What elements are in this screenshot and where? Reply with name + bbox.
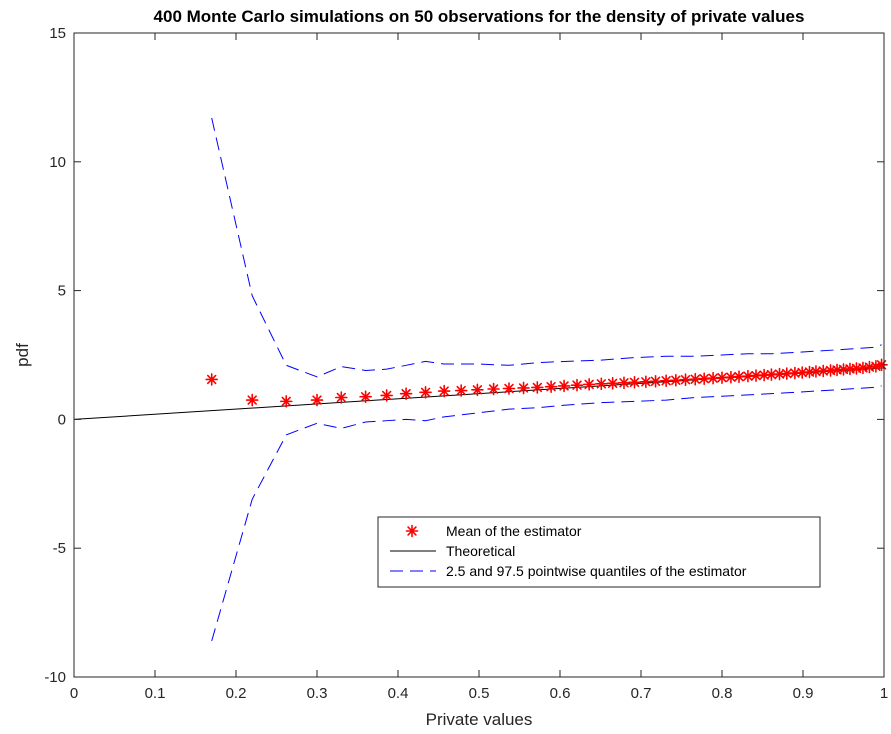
mean-estimator-point [606, 377, 619, 390]
upper-quantile-line [211, 117, 882, 378]
mean-estimator-point [732, 370, 746, 383]
legend-box [377, 516, 821, 588]
mean-estimator-point [471, 383, 484, 397]
mean-estimator-point [649, 374, 662, 388]
mean-estimator-point [795, 366, 809, 379]
axes: 0 0.1 0.2 0.3 0.4 0.5 0.6 0.7 0.8 0.9 1 -10 -5 0 5 10 15 [44, 25, 888, 702]
mean-estimator-point [310, 393, 324, 407]
mean-estimator-point [875, 358, 888, 372]
legend: Mean of the estimator Theoretical 2.5 and … [377, 516, 821, 588]
x-tick-label: 0.4 [388, 685, 409, 702]
mean-estimator-point [205, 373, 218, 386]
plot-area [73, 117, 888, 642]
mean-estimator-point [544, 380, 558, 393]
mean-estimator-point [399, 387, 413, 400]
chart-title: 400 Monte Carlo simulations on 50 observ… [154, 7, 805, 26]
mean-estimator-point [279, 395, 293, 408]
x-tick-label: 0.1 [145, 685, 166, 702]
y-axis-label: pdf [13, 343, 32, 367]
mean-estimator-point [517, 381, 530, 395]
x-tick-label: 0.2 [226, 685, 247, 702]
mean-estimator-point [706, 371, 720, 385]
x-tick-label: 0.9 [793, 685, 814, 702]
mean-estimator-point [659, 374, 673, 388]
mean-estimator-point [757, 368, 771, 382]
mean-estimator-point [437, 384, 451, 398]
x-tick-label: 0.7 [631, 685, 652, 702]
x-axis-label: Private values [426, 710, 533, 729]
y-tick-label: 5 [58, 283, 66, 300]
mean-estimator-point [557, 379, 571, 393]
mean-estimator-point [334, 391, 348, 404]
mean-estimator-point [487, 382, 500, 396]
mean-estimator-point [570, 378, 584, 392]
y-tick-label: 10 [49, 154, 66, 171]
x-tick-label: 0.5 [469, 685, 490, 702]
mean-estimator-point [617, 376, 631, 390]
mean-estimator-point [419, 386, 432, 399]
legend-entry-label: Theoretical [446, 543, 515, 559]
y-tick-label: -5 [53, 540, 66, 557]
mean-estimator-point [595, 377, 608, 391]
legend-entry-label: 2.5 and 97.5 pointwise quantiles of the … [446, 563, 747, 579]
mean-estimator-point [359, 390, 372, 404]
mean-estimator-point [454, 384, 468, 397]
mean-estimator-point [628, 376, 641, 389]
lower-quantile-line [211, 385, 882, 642]
y-tick-label: 0 [58, 411, 66, 428]
legend-entry-label: Mean of the estimator [446, 523, 582, 539]
y-tick-label: -10 [44, 669, 66, 686]
y-tick-label: 15 [49, 25, 66, 42]
legend-marker-asterisk [405, 524, 419, 538]
mean-estimator-point [380, 389, 393, 402]
mean-estimator-point [724, 370, 738, 384]
x-tick-label: 0.6 [550, 685, 571, 702]
x-tick-label: 1 [880, 685, 888, 702]
mean-estimator-point [639, 375, 653, 389]
x-tick-label: 0.3 [307, 685, 328, 702]
mean-estimator-point [502, 382, 516, 395]
mean-estimator-point [582, 378, 596, 391]
x-tick-label: 0.8 [712, 685, 733, 702]
mean-estimator-point [245, 393, 259, 407]
x-tick-label: 0 [70, 685, 78, 702]
mean-estimator-point [531, 381, 544, 394]
